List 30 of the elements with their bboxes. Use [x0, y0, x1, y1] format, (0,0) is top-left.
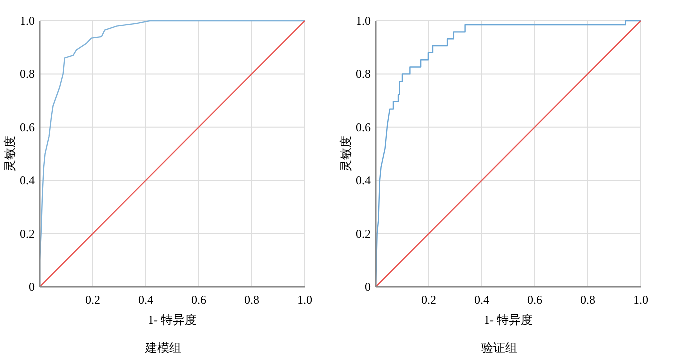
line-series: [375, 20, 642, 288]
text: 验证组: [482, 341, 518, 355]
x-tick-label: 1.0: [634, 293, 648, 307]
y-tick-label: 1.0: [20, 14, 35, 28]
y-tick-label: 0.6: [356, 120, 371, 134]
y-tick-label: 0.8: [20, 67, 35, 82]
y-tick-label: 1.0: [356, 14, 371, 28]
x-tick-label: 0.2: [86, 293, 100, 307]
x-tick-label: 0.8: [580, 293, 596, 307]
y-axis-title: 灵敏度: [3, 136, 17, 172]
y-tick-label: 0.4: [20, 174, 35, 188]
line-series: [39, 20, 306, 288]
x-tick-label: 0.2: [422, 293, 436, 307]
x-tick-label: 0.6: [528, 293, 542, 307]
x-tick-label: 1.0: [298, 293, 312, 307]
text: 建模组: [144, 341, 182, 355]
y-tick-label: 0.8: [356, 67, 371, 82]
y-tick-label: 0.2: [356, 226, 371, 241]
y-tick-label: 0.6: [20, 120, 35, 134]
x-axis-title: 1- 特异度: [148, 313, 197, 327]
x-tick-label: 0.8: [244, 293, 260, 307]
x-tick-label: 0.4: [138, 293, 154, 307]
y-tick-label: 0.2: [20, 226, 35, 241]
x-tick-label: 0.4: [474, 293, 490, 307]
y-tick-label: 0: [29, 280, 35, 294]
y-tick-label: 0: [365, 280, 371, 294]
y-axis-title: 灵敏度: [339, 136, 353, 172]
y-tick-label: 0.4: [356, 174, 371, 188]
x-axis-title: 1- 特异度: [484, 313, 533, 327]
x-tick-label: 0.6: [192, 293, 206, 307]
